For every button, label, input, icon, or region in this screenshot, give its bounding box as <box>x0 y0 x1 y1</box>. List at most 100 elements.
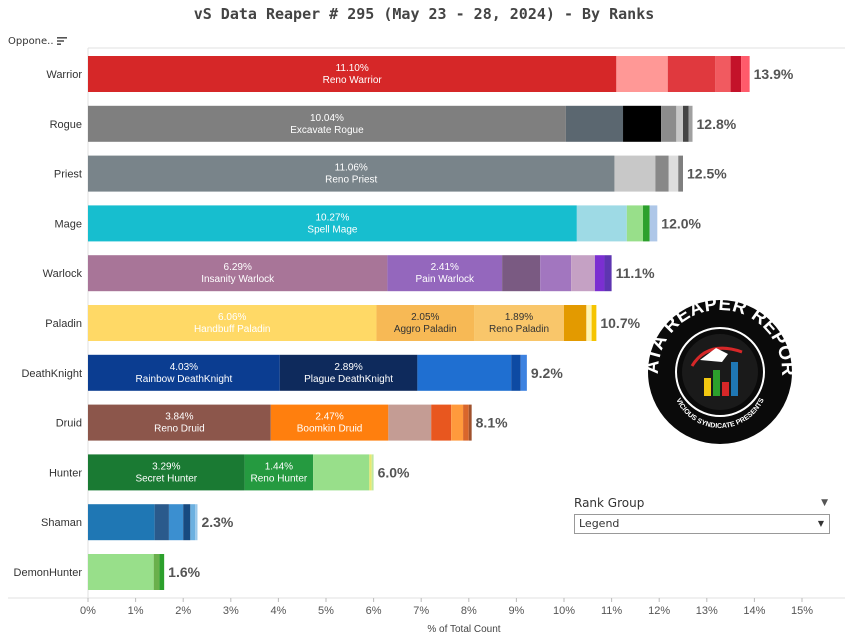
segment-value-label: 10.27% <box>315 212 349 223</box>
bar-segment[interactable] <box>520 354 527 391</box>
bar-segment[interactable] <box>388 404 432 441</box>
bar-segment[interactable] <box>154 504 169 541</box>
bar-segment[interactable] <box>668 155 679 192</box>
bar-segment[interactable] <box>667 56 716 92</box>
bar-segment[interactable] <box>88 56 617 92</box>
x-tick-label: 14% <box>743 605 765 617</box>
data-reaper-report-logo: DATA REAPER REPORT VICIOUS SYNDICATE PRE… <box>632 296 798 444</box>
bar-segment[interactable] <box>88 404 271 441</box>
bar-segment[interactable] <box>88 255 388 292</box>
bar-segment[interactable] <box>190 504 196 541</box>
bar-segment[interactable] <box>88 454 245 491</box>
bar-segment[interactable] <box>88 305 377 341</box>
bar-segment[interactable] <box>571 255 595 292</box>
bar-segment[interactable] <box>614 155 656 192</box>
bar-segment[interactable] <box>576 205 627 242</box>
opponent-column-header[interactable]: Oppone.. <box>8 36 54 47</box>
bar-segment[interactable] <box>643 205 650 242</box>
bar-segment[interactable] <box>168 504 184 541</box>
segment-value-label: 2.47% <box>315 412 343 423</box>
bar-segment[interactable] <box>715 56 731 92</box>
row-total-label: 12.0% <box>661 215 701 231</box>
row-total-label: 12.5% <box>687 166 727 182</box>
bar-segment[interactable] <box>688 105 693 142</box>
bar-segment[interactable] <box>463 404 469 441</box>
x-tick-label: 10% <box>553 605 575 617</box>
bar-segment[interactable] <box>270 404 389 441</box>
bar-row-paladin: Paladin 6.06%Handbuff Paladin 2.05%Aggro P… <box>45 305 641 341</box>
bar-segment[interactable] <box>244 454 314 491</box>
bar-segment[interactable] <box>88 504 155 541</box>
rank-group-title: Rank Group <box>574 496 645 510</box>
bar-segment[interactable] <box>88 155 615 192</box>
segment-value-label: 2.05% <box>411 312 439 323</box>
x-tick-label: 5% <box>318 605 334 617</box>
bar-segment[interactable] <box>417 354 512 391</box>
bar-segment[interactable] <box>88 354 280 391</box>
bar-segment[interactable] <box>683 105 689 142</box>
row-label: Paladin <box>45 318 82 330</box>
x-tick-label: 12% <box>648 605 670 617</box>
bar-row-shaman: Shaman 2.3% <box>41 504 234 541</box>
x-tick-label: 8% <box>461 605 477 617</box>
bar-segment[interactable] <box>511 354 521 391</box>
bar-segment[interactable] <box>88 554 154 590</box>
bar-segment[interactable] <box>586 305 592 341</box>
segment-value-label: 11.06% <box>335 163 368 174</box>
bar-segment[interactable] <box>594 255 605 292</box>
bar-segment[interactable] <box>195 504 198 541</box>
bar-segment[interactable] <box>153 554 160 590</box>
x-tick-label: 3% <box>223 605 239 617</box>
row-label: Priest <box>54 169 82 181</box>
row-label: DemonHunter <box>14 567 83 579</box>
rank-group-dropdown[interactable]: Legend ▼ <box>574 514 830 534</box>
bar-segment[interactable] <box>431 404 452 441</box>
chevron-down-icon[interactable]: ▼ <box>821 498 828 508</box>
bar-segment[interactable] <box>88 205 577 242</box>
bar-segment[interactable] <box>88 105 566 142</box>
x-tick-label: 6% <box>366 605 382 617</box>
row-label: Warlock <box>43 268 83 280</box>
bar-segment[interactable] <box>623 105 662 142</box>
bar-segment[interactable] <box>159 554 165 590</box>
bar-segment[interactable] <box>604 255 612 292</box>
segment-archetype-label: Aggro Paladin <box>394 324 457 335</box>
bar-segment[interactable] <box>565 105 624 142</box>
segment-archetype-label: Handbuff Paladin <box>194 324 271 335</box>
bar-segment[interactable] <box>451 404 464 441</box>
row-label: Warrior <box>46 69 82 81</box>
sort-descending-icon[interactable] <box>56 35 68 47</box>
row-label: Shaman <box>41 517 82 529</box>
dropdown-arrow-icon[interactable]: ▼ <box>817 519 824 528</box>
row-label: Mage <box>54 218 82 230</box>
bar-segment[interactable] <box>616 56 668 92</box>
bar-segment[interactable] <box>468 404 472 441</box>
bar-segment[interactable] <box>369 454 372 491</box>
bar-segment[interactable] <box>376 305 475 341</box>
segment-archetype-label: Reno Warrior <box>323 75 383 86</box>
segment-archetype-label: Reno Priest <box>325 175 377 186</box>
bar-segment[interactable] <box>730 56 742 92</box>
bar-segment[interactable] <box>183 504 191 541</box>
bar-row-priest: Priest 11.06%Reno Priest 12.5% <box>54 155 727 192</box>
bar-segment[interactable] <box>387 255 503 292</box>
segment-archetype-label: Spell Mage <box>307 224 357 235</box>
bar-segment[interactable] <box>540 255 572 292</box>
bar-segment[interactable] <box>279 354 418 391</box>
bar-segment[interactable] <box>564 305 587 341</box>
bar-segment[interactable] <box>371 454 374 491</box>
bar-segment[interactable] <box>678 155 683 192</box>
bar-segment[interactable] <box>626 205 644 242</box>
bar-segment[interactable] <box>474 305 564 341</box>
bar-segment[interactable] <box>313 454 370 491</box>
bar-segment[interactable] <box>655 155 669 192</box>
bar-segment[interactable] <box>676 105 683 142</box>
bar-segment[interactable] <box>661 105 677 142</box>
segment-value-label: 10.04% <box>310 113 344 124</box>
bar-segment[interactable] <box>649 205 658 242</box>
bar-segment[interactable] <box>591 305 597 341</box>
bar-segment[interactable] <box>502 255 541 292</box>
bar-segment[interactable] <box>741 56 750 92</box>
x-tick-label: 15% <box>791 605 813 617</box>
segment-value-label: 6.29% <box>224 262 252 273</box>
